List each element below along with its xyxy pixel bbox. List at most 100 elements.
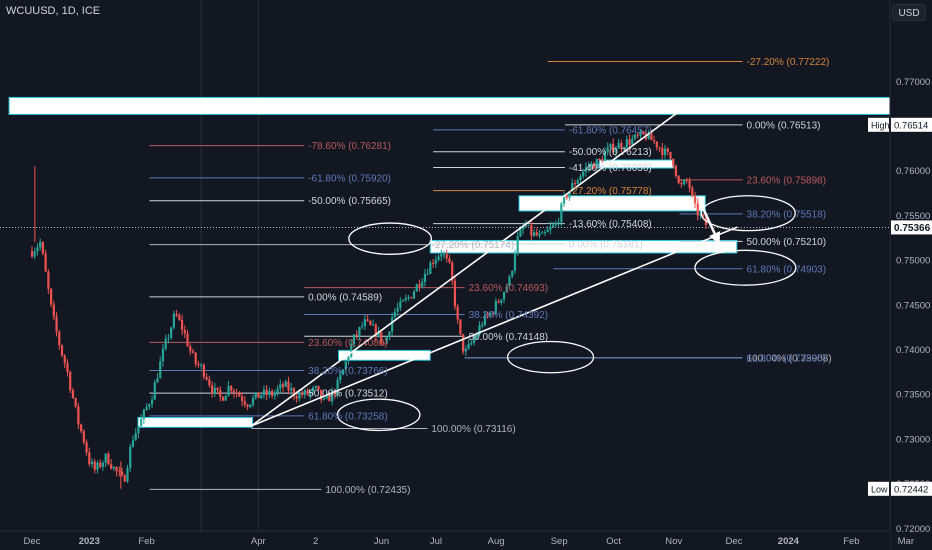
candle-body <box>576 180 579 184</box>
candle-body <box>197 363 200 366</box>
candle-body <box>271 390 274 396</box>
candle-body <box>516 236 519 254</box>
time-tick-label: Oct <box>606 536 621 547</box>
candle-body <box>448 258 451 263</box>
highlight-ellipse <box>700 195 796 232</box>
time-tick-label: 2024 <box>778 536 800 547</box>
zone-box <box>137 416 254 428</box>
highlight-ellipse <box>336 398 421 432</box>
candle-body <box>254 392 257 398</box>
candle-body <box>595 159 598 169</box>
fib-label: -78.60% (0.76281) <box>308 141 391 152</box>
candle-body <box>230 386 233 391</box>
price-tick-label: 0.72000 <box>896 524 930 535</box>
candle-body <box>538 233 541 236</box>
candle-body <box>175 313 178 316</box>
candle-body <box>418 284 421 287</box>
fib-label: 50.00% (0.73512) <box>308 389 388 400</box>
candle-body <box>273 392 276 396</box>
candle-body <box>71 390 75 398</box>
candle-body <box>620 143 623 149</box>
candle-body <box>180 319 184 330</box>
candle-body <box>260 395 263 398</box>
price-tick-label: 0.75500 <box>896 211 930 222</box>
candle-body <box>287 381 290 391</box>
candle-body <box>39 242 42 248</box>
candle-body <box>101 462 105 467</box>
price-tick-label: 0.74000 <box>896 345 930 356</box>
candle-body <box>505 286 508 292</box>
candle-body <box>658 147 661 149</box>
candle-body <box>246 404 249 407</box>
candle-body <box>331 390 334 402</box>
candle-body <box>497 301 500 303</box>
candle-body <box>120 471 124 476</box>
candle-body <box>290 388 293 391</box>
candle-body <box>467 343 470 349</box>
candle-body <box>380 331 383 344</box>
candle-body <box>543 232 547 234</box>
candle-body <box>650 132 653 141</box>
candle-body <box>571 183 574 192</box>
time-axis[interactable]: Dec 2023 Feb Apr 2 Jun Jul Aug Sep Oct Nov Dec 2024 F… <box>0 530 914 550</box>
candle-body <box>369 320 372 326</box>
candle-body <box>243 401 246 405</box>
fib-label: 0.00% (0.76513) <box>747 120 821 131</box>
candle-body <box>382 343 386 345</box>
candle-body <box>309 391 312 395</box>
candle-body <box>483 314 487 325</box>
candle-body <box>393 311 396 318</box>
candle-body <box>140 418 143 427</box>
highlight-ellipse <box>348 222 433 255</box>
candle-body <box>60 345 64 356</box>
fib-label: -27.20% (0.77222) <box>747 57 830 68</box>
candle-body <box>159 361 162 379</box>
fib-label: 50.00% (0.75210) <box>747 237 827 248</box>
trendlines <box>250 108 738 427</box>
candle-body <box>486 314 489 316</box>
currency-button[interactable]: USD <box>892 4 926 21</box>
price-tick-label: 0.73500 <box>896 390 930 401</box>
candle-body <box>262 389 266 396</box>
grid <box>200 0 259 531</box>
time-tick-label: Sep <box>551 536 568 547</box>
symbol-title[interactable]: WCUUSD, 1D, ICE <box>6 5 101 17</box>
candle-body <box>107 453 110 465</box>
candle-body <box>462 333 465 352</box>
candle-body <box>33 251 36 257</box>
candle-body <box>582 171 585 177</box>
candle-body <box>292 388 296 397</box>
candle-body <box>661 147 664 156</box>
highlight-ellipse <box>694 249 797 286</box>
candle-body <box>55 316 58 332</box>
candle-body <box>298 392 301 399</box>
candle-body <box>385 336 388 344</box>
fib-label: 23.60% (0.74080) <box>308 338 388 349</box>
candle-body <box>579 176 582 181</box>
time-tick-label: Feb <box>138 536 154 547</box>
candle-body <box>161 348 165 362</box>
candle-body <box>336 379 339 395</box>
fib-label: -61.80% (0.75920) <box>308 173 391 184</box>
time-tick-label: Dec <box>24 536 41 547</box>
candle-body <box>235 392 238 394</box>
candle-body <box>691 187 694 196</box>
candle-body <box>702 214 705 217</box>
candle-body <box>314 385 317 388</box>
candle-body <box>216 387 219 391</box>
candle-body <box>451 262 454 281</box>
candle-body <box>445 254 448 259</box>
price-axis[interactable]: 0.770000.765000.760000.755000.750000.745… <box>868 0 932 550</box>
time-tick-label: Jun <box>374 536 389 547</box>
candle-body <box>281 384 285 387</box>
candle-body <box>306 390 309 395</box>
candle-body <box>131 440 135 447</box>
candle-body <box>511 271 514 277</box>
candle-body <box>170 327 173 338</box>
candle-body <box>628 139 631 145</box>
candle-body <box>85 442 88 453</box>
candle-body <box>680 183 683 185</box>
candle-body <box>642 131 645 135</box>
candle-body <box>44 253 47 272</box>
